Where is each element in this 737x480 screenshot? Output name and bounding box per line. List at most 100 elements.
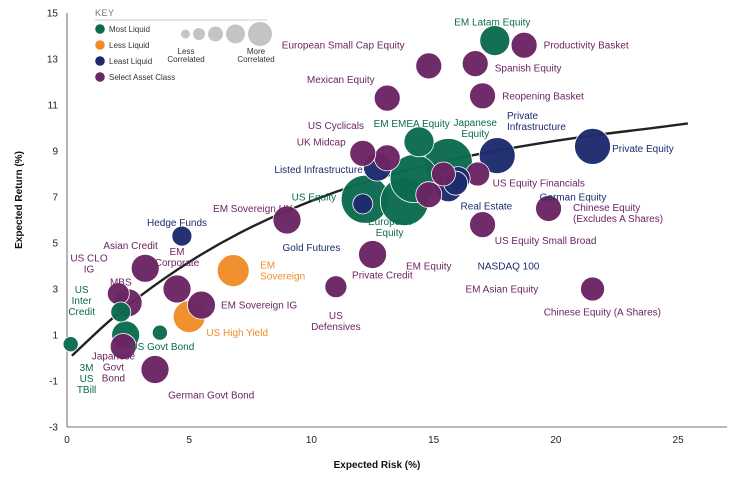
y-tick-label: -3: [49, 423, 58, 434]
label-mbs: MBS: [110, 278, 132, 289]
label-em-sovereign: Sovereign: [260, 272, 305, 283]
y-tick-label: 3: [52, 285, 58, 296]
bubble-chinese-equity-excludes-a-shares: [535, 195, 562, 222]
label-european-equity: European: [368, 217, 411, 228]
label-spanish-equity: Spanish Equity: [495, 64, 562, 75]
label-3m-us-tbill: US: [80, 374, 94, 385]
y-tick-label: 15: [47, 9, 59, 20]
bubble-private-credit: [358, 240, 387, 269]
label-japanese-equity: Equity: [461, 129, 489, 140]
y-tick-label: -1: [49, 377, 58, 388]
label-private-equity: Private Equity: [612, 144, 674, 155]
label-japanese-equity: Japanese: [454, 118, 498, 129]
label-japanese-govt-bond: Japanese: [92, 352, 136, 363]
key-size-label-less: Less: [178, 47, 195, 56]
label-3m-us-tbill: TBill: [77, 385, 96, 396]
bubbles: [62, 25, 611, 384]
label-german-equity: German Equity: [540, 193, 607, 204]
y-tick-label: 11: [48, 101, 59, 112]
x-tick-label: 10: [306, 435, 318, 446]
y-tick-label: 7: [52, 193, 58, 204]
key-swatch-select: [95, 72, 105, 82]
bubble-labels: EM Latam Equity Productivity Basket Europe…: [68, 18, 673, 402]
y-tick-label: 13: [47, 55, 59, 66]
label-us-cyclicals: US Cyclicals: [308, 121, 364, 132]
key-size-circle: [193, 28, 205, 40]
bubble-asian-credit: [130, 253, 160, 283]
label-private-credit: Private Credit: [352, 271, 413, 282]
x-tick-label: 25: [673, 435, 685, 446]
label-em-corporate: EM: [170, 247, 185, 258]
bubble-us-cyclicals: [373, 144, 401, 172]
label-us-defensives: Defensives: [311, 322, 360, 333]
bubble-em-sovereign: [216, 254, 250, 288]
key-size-circle: [248, 22, 272, 46]
bubble-em-latam-equity: [479, 25, 511, 56]
bubble-em-sovereign-hy: [272, 205, 302, 235]
label-em-sovereign: EM: [260, 261, 275, 272]
label-us-defensives: US: [329, 311, 343, 322]
label-european-equity: Equity: [376, 228, 404, 239]
bubble-us-inter-credit: [110, 301, 132, 323]
key-size-circle: [208, 26, 223, 42]
bubble-productivity-basket: [510, 31, 538, 59]
bubble-japanese-govt-bond: [109, 333, 137, 360]
x-axis-title: Expected Risk (%): [334, 460, 421, 471]
label-em-emea-equity: EM EMEA Equity: [374, 119, 450, 130]
bubble-em-sovereign-ig: [187, 290, 216, 320]
label-gold-futures: Gold Futures: [283, 243, 341, 254]
bubble-us-govt-bond-small: [151, 324, 168, 341]
x-tick-label: 5: [186, 435, 192, 446]
label-reopening-basket: Reopening Basket: [502, 91, 584, 102]
bubble-em-emea-equity: [403, 126, 435, 158]
bubble-hedge-funds: [171, 225, 193, 247]
key-title: KEY: [95, 8, 115, 18]
bubble-chinese-equity-a-shares: [580, 276, 605, 302]
label-european-small-cap-equity: European Small Cap Equity: [282, 41, 405, 52]
bubble-german-govt-bond: [140, 355, 170, 384]
legend-key: KEY Most Liquid Less Liquid Least Liquid Sel…: [95, 8, 275, 82]
label-3m-us-tbill: 3M: [80, 363, 94, 374]
bubble-us-equity-small-broad: [469, 211, 496, 239]
label-asian-credit: Asian Credit: [103, 241, 158, 252]
key-swatch-less: [95, 40, 105, 50]
label-us-govt-bond: US Govt Bond: [130, 342, 194, 353]
label-listed-infrastructure: Listed Infrastructure: [274, 165, 363, 176]
label-us-high-yield: US High Yield: [206, 328, 268, 339]
x-tick-label: 0: [64, 435, 70, 446]
label-chinese-equity-excludes-a-shares: Chinese Equity: [573, 203, 640, 214]
bubble-us-defensives: [324, 275, 348, 299]
key-size-circle: [181, 29, 190, 39]
label-chinese-equity-a-shares: Chinese Equity (A Shares): [544, 308, 661, 319]
label-em-latam-equity: EM Latam Equity: [454, 18, 530, 29]
label-us-equity-financials: US Equity Financials: [493, 179, 585, 190]
label-us-equity: US Equity: [292, 193, 336, 204]
label-japanese-govt-bond: Govt: [103, 363, 124, 374]
label-em-sovereign-ig: EM Sovereign IG: [221, 301, 297, 312]
label-em-corporate: Corporate: [155, 258, 200, 269]
label-chinese-equity-excludes-a-shares: (Excludes A Shares): [573, 214, 663, 225]
label-us-equity-small-broad: US Equity Small Broad: [495, 236, 597, 247]
label-nasdaq-100: NASDAQ 100: [478, 262, 540, 273]
label-us-clo-ig: IG: [84, 265, 95, 276]
key-label-less: Less Liquid: [109, 41, 149, 50]
x-tick-label: 20: [550, 435, 562, 446]
key-label-most: Most Liquid: [109, 25, 150, 34]
label-uk-midcap: UK Midcap: [297, 137, 346, 148]
key-label-select: Select Asset Class: [109, 73, 175, 82]
bubble-em-corporate: [162, 274, 192, 304]
y-tick-label: 9: [52, 147, 58, 158]
y-tick-label: 1: [52, 331, 58, 342]
y-tick-label: 5: [52, 239, 58, 250]
key-label-least: Least Liquid: [109, 57, 152, 66]
key-size-circle: [226, 24, 245, 44]
label-hedge-funds: Hedge Funds: [147, 218, 207, 229]
label-real-estate: Real Estate: [461, 202, 513, 213]
key-size-label-more: More: [247, 47, 266, 56]
label-mexican-equity: Mexican Equity: [307, 75, 375, 86]
bubble-em-asian-equity: [431, 161, 456, 187]
label-us-inter-credit: US: [75, 285, 89, 296]
y-axis-title: Expected Return (%): [14, 151, 25, 249]
